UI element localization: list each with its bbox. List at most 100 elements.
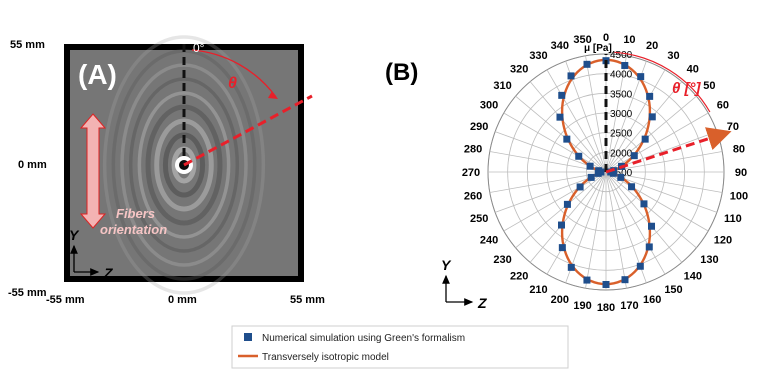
- angle-direction-line: [183, 94, 313, 167]
- simulation-data-point: [567, 263, 575, 271]
- wave-ring: [102, 35, 266, 295]
- simulation-data-point: [558, 221, 566, 229]
- tick-y-top: 55 mm: [10, 39, 45, 51]
- angular-grid-spoke: [605, 112, 709, 173]
- radial-tick-label: 3500: [610, 89, 633, 100]
- tick-x-left: -55 mm: [46, 294, 85, 306]
- simulation-data-point: [648, 222, 656, 230]
- angle-tick-label: 20: [646, 40, 658, 52]
- angle-tick-label: 340: [551, 40, 569, 52]
- angular-grid-spoke: [605, 171, 697, 249]
- tick-y-bottom: -55 mm: [8, 287, 47, 299]
- simulation-data-point: [586, 162, 594, 170]
- angle-tick-label: 100: [730, 190, 748, 202]
- simulation-data-point: [583, 60, 591, 68]
- radial-tick-labels: 1500 2000 2500 3000 3500 4000 4500: [610, 50, 633, 179]
- angular-grid-spoke: [585, 55, 607, 173]
- angular-grid-spoke: [605, 171, 683, 263]
- angle-tick-label: 170: [620, 300, 638, 312]
- legend-item-simulation: Numerical simulation using Green's forma…: [262, 333, 465, 344]
- angle-tick-label: 310: [493, 80, 511, 92]
- legend-marker-square: [244, 333, 252, 341]
- radial-tick-label: 2000: [610, 148, 633, 159]
- angle-tick-label: 120: [714, 235, 732, 247]
- simulation-data-point: [563, 200, 571, 208]
- simulation-data-point: [558, 244, 566, 252]
- radial-tick-label: 4000: [610, 70, 633, 81]
- wave-ring: [128, 77, 240, 253]
- theta-arc: [191, 49, 277, 98]
- angular-grid-spoke: [503, 112, 607, 173]
- angular-grid-spoke: [529, 171, 607, 263]
- angle-tick-label: 60: [717, 100, 729, 112]
- panel-a-letter: (A): [78, 59, 117, 90]
- angle-tick-label: 180: [597, 302, 615, 314]
- zero-degree-label: 0°: [193, 41, 205, 55]
- panel-a-z-label: Z: [103, 265, 113, 281]
- simulation-data-point: [648, 113, 656, 121]
- angle-tick-label: 220: [510, 270, 528, 282]
- simulation-data-point: [621, 61, 629, 69]
- angle-tick-label: 260: [464, 190, 482, 202]
- angle-tick-label: 290: [470, 121, 488, 133]
- tick-x-mid: 0 mm: [168, 294, 197, 306]
- radial-tick-label: 3000: [610, 109, 633, 120]
- simulation-data-point: [646, 92, 654, 100]
- angle-tick-label: 250: [470, 213, 488, 225]
- panel-a-y-label: Y: [69, 227, 80, 243]
- angular-grid-spoke: [529, 81, 607, 173]
- simulation-data-point: [645, 243, 653, 251]
- simulation-data-point: [576, 183, 584, 191]
- angle-tick-label: 280: [464, 144, 482, 156]
- panel-b-letter: (B): [385, 59, 418, 86]
- simulation-data-point: [575, 152, 583, 160]
- simulation-data-point: [630, 152, 638, 160]
- simulation-data-point: [637, 73, 645, 81]
- panel-b-y-label: Y: [441, 257, 452, 273]
- simulation-data-point: [587, 173, 595, 181]
- simulation-data-point: [602, 280, 610, 288]
- angle-tick-label: 190: [573, 300, 591, 312]
- theta-arc: [614, 51, 711, 113]
- angular-grid-spoke: [605, 171, 723, 193]
- panel-b-z-label: Z: [477, 295, 487, 311]
- angular-grid-spoke: [605, 171, 627, 289]
- theta-degree-label: θ [°]: [672, 80, 702, 97]
- radial-tick-label: 4500: [610, 50, 633, 61]
- angle-tick-label: 330: [529, 50, 547, 62]
- tick-y-mid: 0 mm: [18, 159, 47, 171]
- simulation-data-point: [583, 276, 591, 284]
- angle-tick-label: 40: [687, 64, 699, 76]
- legend-item-model: Transversely isotropic model: [262, 352, 389, 363]
- angle-tick-label: 10: [623, 34, 635, 46]
- panel-a-elastography-image: 0° θ (A) Fibers orientation Y Z 55 mm 0 …: [8, 35, 325, 306]
- angular-grid-spoke: [605, 81, 683, 173]
- simulation-data-point: [558, 91, 566, 99]
- simulation-data-point: [595, 167, 603, 175]
- panel-b-polar-chart: (B) 0 10203040506070809010011012013014015…: [385, 32, 748, 314]
- angular-grid-spoke: [605, 171, 666, 275]
- angle-tick-label: 150: [664, 284, 682, 296]
- angle-tick-label: 80: [733, 144, 745, 156]
- angle-tick-label: 160: [643, 294, 661, 306]
- angular-grid-spoke: [489, 171, 607, 193]
- angle-tick-label: 30: [667, 50, 679, 62]
- angle-direction-line: [605, 127, 732, 174]
- simulation-data-point: [628, 183, 636, 191]
- fibers-label-line1: Fibers: [116, 206, 155, 221]
- fibers-orientation-arrow: [79, 113, 107, 229]
- simulation-data-point: [636, 262, 644, 270]
- simulation-data-point: [617, 173, 625, 181]
- angular-grid-spoke: [605, 69, 666, 173]
- chart-legend: Numerical simulation using Green's forma…: [231, 325, 569, 369]
- angular-grid-spoke: [546, 69, 607, 173]
- angular-grid-spoke: [515, 95, 607, 173]
- angle-tick-label: 130: [700, 254, 718, 266]
- wave-ring: [145, 104, 223, 226]
- radial-tick-label: 2500: [610, 129, 633, 140]
- angle-tick-label: 210: [529, 284, 547, 296]
- angular-grid-spoke: [503, 171, 607, 232]
